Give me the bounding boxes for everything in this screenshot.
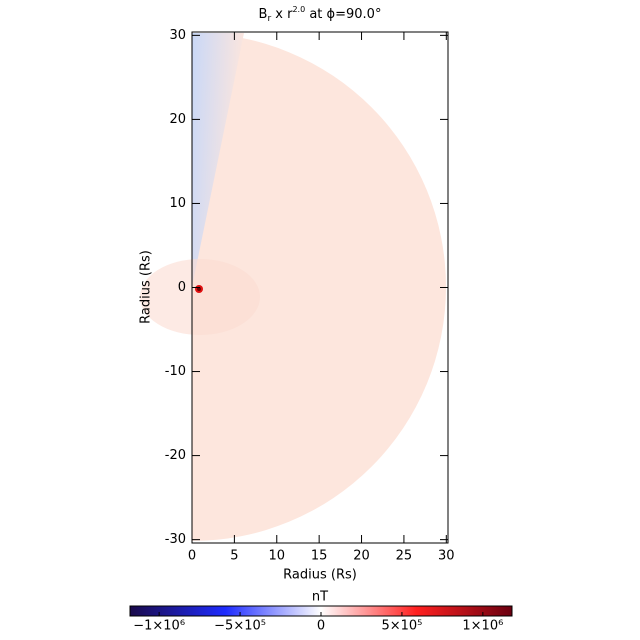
colorbar-tick-label: 0 — [317, 619, 325, 634]
title-part: at ϕ=90.0° — [305, 7, 381, 22]
title-part: 2.0 — [292, 5, 305, 14]
title-part: r — [267, 14, 271, 24]
colorbar-label: nT — [312, 590, 328, 605]
title-part: x r — [271, 7, 293, 22]
chart-title: Br x r2.0 at ϕ=90.0° — [259, 5, 382, 24]
colorbar-tick-label: 5×10⁵ — [381, 619, 422, 634]
y-tick-label: -10 — [165, 364, 186, 379]
x-tick-label: 25 — [396, 549, 413, 564]
field-map — [140, 33, 446, 541]
y-tick-label: 20 — [169, 112, 186, 127]
x-tick-label: 15 — [311, 549, 328, 564]
y-axis-label: Radius (Rs) — [139, 250, 154, 324]
x-axis-label: Radius (Rs) — [283, 568, 357, 583]
y-tick-label: -30 — [165, 532, 186, 547]
colorbar-tick-label: −1×10⁶ — [133, 619, 185, 634]
y-tick-label: 10 — [169, 196, 186, 211]
y-tick-label: 0 — [178, 280, 186, 295]
x-tick-label: 0 — [188, 549, 196, 564]
y-tick-label: -20 — [165, 448, 186, 463]
x-tick-label: 20 — [353, 549, 370, 564]
x-tick-label: 30 — [438, 549, 455, 564]
title-part: B — [259, 7, 268, 22]
x-tick-label: 10 — [268, 549, 285, 564]
x-tick-label: 5 — [230, 549, 238, 564]
colorbar-tick-label: −5×10⁵ — [214, 619, 266, 634]
y-tick-label: 30 — [169, 28, 186, 43]
colorbar-tick-label: 1×10⁶ — [462, 619, 503, 634]
